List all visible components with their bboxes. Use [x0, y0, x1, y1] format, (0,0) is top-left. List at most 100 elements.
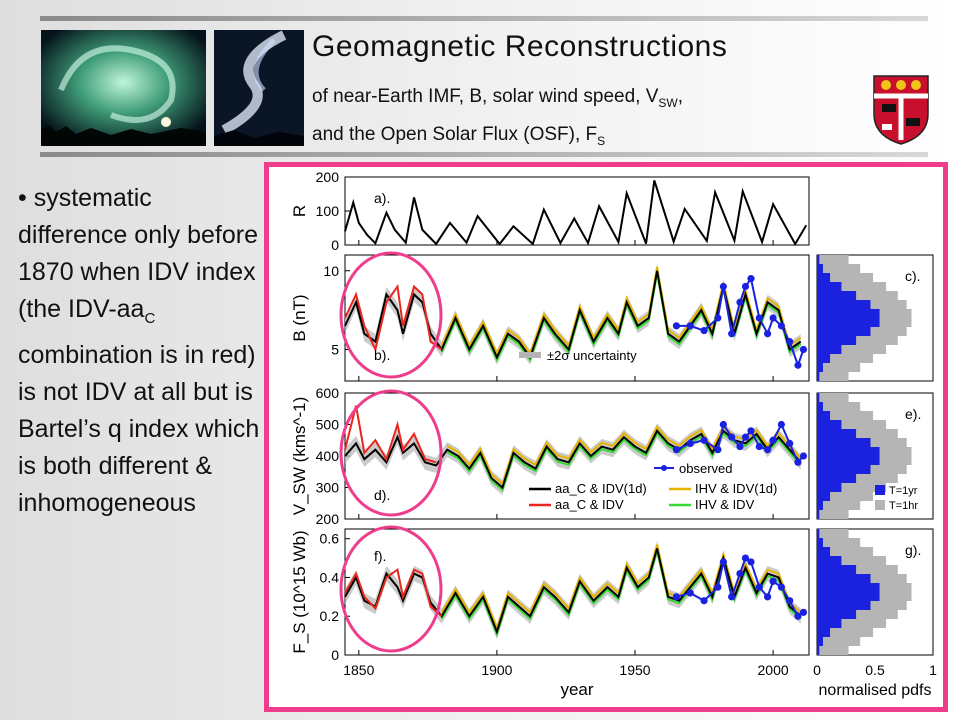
university-crest-icon	[872, 74, 930, 146]
observed-point	[786, 338, 794, 346]
y-tick-label: 100	[316, 203, 340, 219]
observed-point	[794, 612, 802, 620]
pdf-bar-1hr	[817, 628, 874, 637]
pdf-bar-1yr	[817, 273, 831, 282]
pdf-bar-1yr	[817, 628, 831, 637]
pdf-bar-1hr	[817, 492, 874, 501]
pdf-bar-1hr	[817, 372, 849, 381]
x-tick-label: 1850	[343, 662, 374, 678]
pdf-bar-1yr	[817, 565, 857, 574]
panel-label: c).	[905, 268, 921, 284]
observed-point	[799, 452, 808, 460]
series-line	[440, 266, 802, 357]
legend-swatch	[875, 500, 885, 510]
pdf-bar-1yr	[817, 646, 820, 655]
panel-label: f).	[374, 548, 386, 564]
panel-label: b).	[374, 347, 390, 363]
observed-point	[769, 577, 777, 585]
observed-point	[672, 446, 681, 454]
observed-point	[736, 442, 744, 451]
subtitle-line-2: and the Open Solar Flux (OSF), FS	[312, 124, 605, 148]
pdf-bar-1yr	[817, 510, 820, 519]
panel-label: a).	[374, 190, 390, 206]
pdf-bar-1hr	[817, 336, 898, 345]
pdf-x-axis-label: normalised pdfs	[819, 682, 932, 699]
pdf-bar-1yr	[817, 309, 880, 318]
page-title: Geomagnetic Reconstructions	[312, 30, 728, 63]
pdf-bar-1yr	[817, 574, 871, 583]
pdf-bar-1yr	[817, 345, 842, 354]
pdf-bar-1hr	[817, 565, 898, 574]
pdf-bar-1hr	[817, 255, 849, 264]
y-tick-label: 200	[316, 169, 340, 185]
pdf-bar-1yr	[817, 556, 842, 565]
observed-point	[747, 558, 755, 566]
highlight-ellipse	[339, 251, 443, 379]
legend-label: IHV & IDV	[695, 497, 755, 512]
observed-point	[719, 558, 727, 566]
pdf-bar-1yr	[817, 291, 857, 300]
x-axis-label: year	[560, 680, 593, 699]
pdf-bar-1yr	[817, 583, 880, 592]
observed-point	[777, 322, 785, 330]
x-tick-label: 2000	[758, 662, 789, 678]
observed-point	[786, 439, 794, 447]
pdf-bar-1yr	[817, 363, 823, 372]
bullet-subscript: C	[144, 310, 156, 327]
pdf-bar-1yr	[817, 372, 820, 381]
pdf-bar-1hr	[817, 402, 861, 411]
pdf-bar-1yr	[817, 474, 857, 483]
panel-label: e).	[905, 406, 921, 422]
observed-point	[786, 597, 794, 605]
legend-label: IHV & IDV(1d)	[695, 481, 777, 496]
pdf-bar-1hr	[817, 420, 887, 429]
y-axis-label: V_SW (kms^-1)	[290, 397, 309, 515]
pdf-bar-1hr	[817, 646, 849, 655]
observed-point	[763, 330, 772, 338]
pdf-bar-1hr	[817, 501, 861, 510]
observed-point	[769, 436, 777, 444]
pdf-bar-1yr	[817, 327, 871, 336]
bullet-symbol: •	[18, 184, 27, 212]
observed-point	[777, 420, 785, 429]
pdf-bar-1hr	[817, 429, 898, 438]
observed-point	[799, 345, 808, 354]
observed-point	[686, 589, 694, 597]
pdf-bar-1hr	[817, 264, 861, 273]
pdf-bar-1hr	[817, 610, 898, 619]
pdf-bar-1yr	[817, 393, 820, 402]
observed-point	[700, 436, 708, 444]
observed-point	[714, 583, 722, 591]
pdf-bar-1hr	[817, 354, 874, 363]
observed-point	[741, 433, 750, 441]
observed-point	[700, 327, 708, 335]
observed-point	[794, 361, 802, 369]
observed-point	[686, 439, 694, 447]
legend-label: T=1yr	[889, 485, 918, 497]
x-tick-label: 1900	[481, 662, 512, 678]
series-line	[344, 270, 802, 360]
legend-swatch	[661, 465, 667, 471]
observed-point	[755, 442, 763, 451]
pdf-x-tick-label: 0	[813, 662, 821, 678]
y-axis-label: F_S (10^15 Wb)	[290, 530, 309, 653]
pdf-bar-1yr	[817, 336, 857, 345]
pdf-bar-1yr	[817, 420, 842, 429]
pdf-bar-1yr	[817, 255, 820, 264]
pdf-bar-1hr	[817, 529, 849, 538]
pdf-bar-1hr	[817, 291, 898, 300]
legend-label: aa_C & IDV	[555, 497, 624, 512]
series-line	[344, 429, 802, 490]
subtitle-1-suffix: ,	[677, 86, 684, 107]
pdf-bar-1hr	[817, 273, 874, 282]
pdf-bar-1yr	[817, 447, 880, 456]
observed-point	[799, 608, 808, 616]
observed-point	[736, 298, 744, 306]
pdf-bar-1yr	[817, 264, 823, 273]
pdf-bar-1yr	[817, 547, 831, 556]
series-line	[440, 544, 802, 631]
pdf-bar-1yr	[817, 601, 871, 610]
observed-point	[714, 314, 722, 322]
observed-point	[728, 433, 736, 441]
pdf-bar-1hr	[817, 474, 898, 483]
